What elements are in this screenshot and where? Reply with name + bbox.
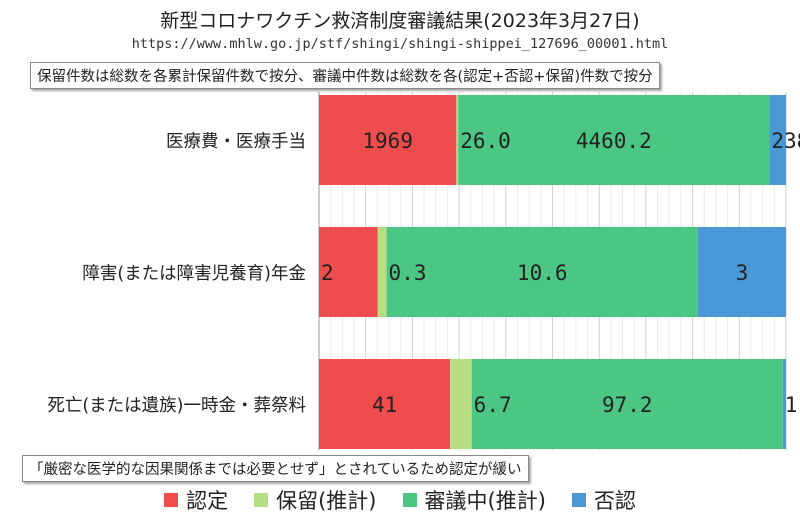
category-label: 障害(または障害児養育)年金 [82, 264, 306, 284]
bar-segment [319, 227, 378, 317]
legend-item: 否認 [571, 485, 636, 515]
legend-label: 否認 [593, 489, 636, 513]
legend-swatch [254, 493, 269, 507]
legend-label: 認定 [186, 489, 229, 513]
legend: 認定 保留(推計) 審議中(推計) 否認 [0, 483, 800, 517]
bar-segment [697, 227, 786, 317]
bar-segment [769, 95, 786, 185]
data-label: 0.3 [389, 261, 427, 285]
bar-segment [458, 95, 770, 185]
data-label: 1 [785, 393, 798, 417]
legend-swatch [571, 493, 586, 507]
data-label: 6.7 [474, 393, 512, 417]
data-label: 2 [321, 261, 334, 285]
legend-label: 保留(推計) [276, 489, 377, 513]
bar-segment [319, 359, 451, 449]
bar-segment [386, 227, 698, 317]
legend-item: 認定 [164, 485, 228, 515]
bar-segment [456, 95, 459, 185]
note-top: 保留件数は総数を各累計保留件数で按分、審議中件数は総数を各(認定+否認+保留)件… [30, 62, 660, 89]
legend-swatch [164, 493, 179, 507]
legend-swatch [402, 493, 417, 507]
bar-segment [471, 359, 783, 449]
data-label: 26.0 [460, 129, 511, 153]
legend-label: 審議中(推計) [424, 489, 546, 513]
data-label: 238 [771, 129, 800, 153]
bar-segment [377, 227, 387, 317]
chart-title: 新型コロナワクチン救済制度審議結果(2023年3月27日) [160, 10, 640, 32]
category-label: 医療費・医療手当 [166, 132, 306, 152]
data-label: 97.2 [602, 393, 653, 417]
data-label: 41 [372, 393, 397, 417]
data-label: 4460.2 [576, 129, 652, 153]
legend-item: 審議中(推計) [402, 485, 546, 515]
bar-segment [450, 359, 472, 449]
category-label: 死亡(または遺族)一時金・葬祭料 [47, 396, 306, 416]
bar-segment [319, 95, 457, 185]
legend-item: 保留(推計) [254, 485, 377, 515]
note-bottom: 「厳密な医学的な因果関係までは必要とせず」とされているため認定が緩い [22, 455, 529, 482]
data-label: 3 [736, 261, 749, 285]
chart-subtitle: https://www.mhlw.go.jp/stf/shingi/shingi… [131, 36, 669, 52]
bar-segment [782, 359, 786, 449]
data-label: 10.6 [517, 261, 568, 285]
data-label: 1969 [362, 129, 413, 153]
